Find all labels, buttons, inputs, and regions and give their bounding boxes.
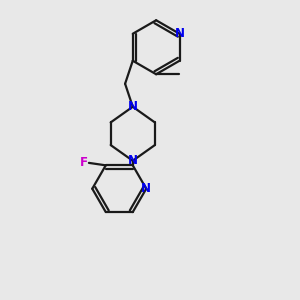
Text: N: N xyxy=(128,154,138,167)
Text: N: N xyxy=(141,182,151,195)
Text: N: N xyxy=(175,27,184,40)
Text: N: N xyxy=(128,100,138,113)
Text: F: F xyxy=(80,156,87,170)
